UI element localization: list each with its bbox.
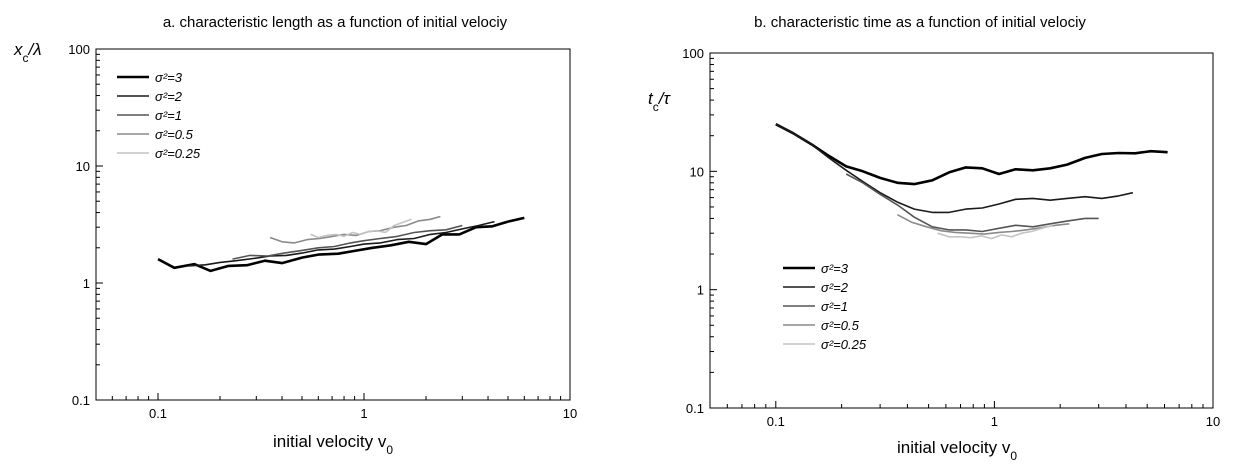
x-tick-label: 0.1	[149, 406, 167, 421]
series-line-2	[188, 220, 495, 267]
series-line-2	[775, 123, 1134, 214]
chart-b-y-axis-label: tc/τ	[648, 89, 671, 114]
y-tick-label: 0.1	[72, 393, 90, 408]
series-line-5	[937, 224, 1054, 240]
legend-label: σ²=3	[155, 70, 183, 85]
legend-label: σ²=0.25	[821, 337, 867, 352]
series-line-3	[845, 173, 1099, 233]
series-line-1	[157, 216, 525, 273]
legend-label: σ²=1	[821, 299, 848, 314]
x-tick-label: 1	[360, 406, 367, 421]
legend-label: σ²=2	[821, 280, 849, 295]
legend-label: σ²=3	[821, 261, 849, 276]
x-tick-label: 10	[563, 406, 577, 421]
chart-a-x-ticks: 0.1 1 10	[95, 393, 577, 421]
chart-a-plot-area	[95, 48, 571, 401]
y-tick-label: 100	[68, 42, 90, 57]
chart-b-title: b. characteristic time as a function of …	[754, 14, 1086, 31]
chart-a-legend: σ²=3 σ²=2 σ²=1 σ²=0.5 σ²=0.25	[117, 70, 201, 161]
series-line-4	[269, 215, 441, 244]
chart-b-x-axis-label: initial velocity v0	[897, 438, 1017, 463]
chart-b-x-ticks: 0.1 1 10	[709, 401, 1220, 429]
chart-a-y-ticks: 0.1 1 10 100	[68, 42, 103, 408]
series-line-1	[775, 123, 1168, 186]
chart-b-legend: σ²=3 σ²=2 σ²=1 σ²=0.5 σ²=0.25	[783, 261, 867, 352]
chart-a-x-axis-label: initial velocity v0	[273, 432, 393, 457]
y-tick-label: 10	[690, 164, 704, 179]
y-tick-label: 1	[83, 276, 90, 291]
series-line-5	[310, 218, 412, 239]
legend-label: σ²=0.25	[155, 146, 201, 161]
y-tick-label: 10	[76, 159, 90, 174]
chart-a-y-axis-label: xc/λ	[13, 40, 42, 65]
chart-b-y-ticks: 0.1 1 10 100	[682, 46, 717, 416]
legend-label: σ²=0.5	[821, 318, 860, 333]
x-tick-label: 1	[991, 414, 998, 429]
x-tick-label: 10	[1206, 414, 1220, 429]
series-line-3	[232, 224, 463, 260]
chart-a-title: a. characteristic length as a function o…	[163, 14, 508, 31]
x-tick-label: 0.1	[767, 414, 785, 429]
chart-b-plot-area	[709, 52, 1214, 409]
chart-b-series	[775, 123, 1168, 240]
chart-a: a. characteristic length as a function o…	[13, 14, 577, 457]
legend-label: σ²=2	[155, 89, 183, 104]
legend-label: σ²=1	[155, 108, 182, 123]
legend-label: σ²=0.5	[155, 127, 194, 142]
y-tick-label: 0.1	[686, 401, 704, 416]
y-tick-label: 1	[697, 283, 704, 298]
chart-b: b. characteristic time as a function of …	[648, 14, 1220, 463]
y-tick-label: 100	[682, 46, 704, 61]
chart-a-series	[157, 215, 525, 273]
